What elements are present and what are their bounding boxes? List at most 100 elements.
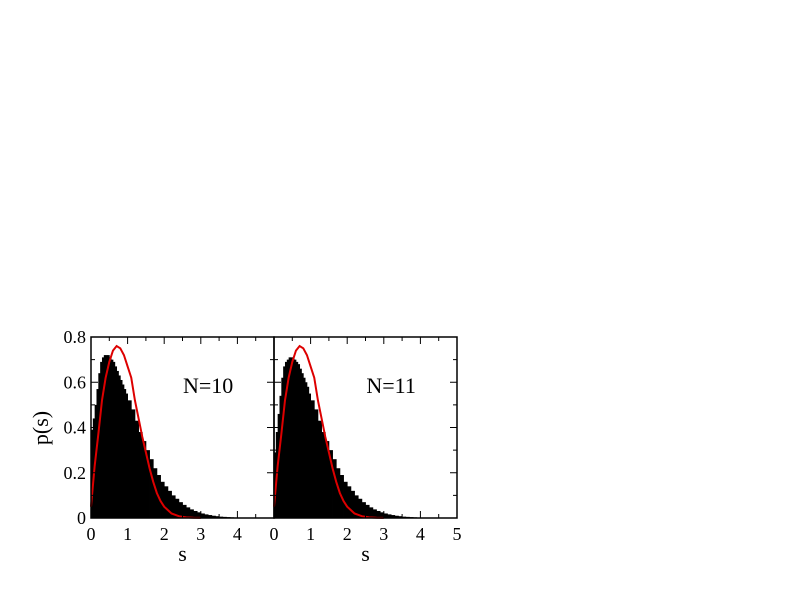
x-tick-label: 2 xyxy=(343,524,352,544)
histogram-bar xyxy=(310,400,315,518)
histogram-bar xyxy=(145,450,150,519)
histogram-bar xyxy=(283,366,286,518)
histogram-bar xyxy=(387,514,392,518)
histogram-bar xyxy=(350,490,355,518)
panel-annotation: N=11 xyxy=(366,373,415,398)
histogram-bar xyxy=(167,490,172,518)
histogram-bar xyxy=(325,441,330,518)
histogram-bar xyxy=(197,512,202,518)
histogram-bar xyxy=(391,515,396,518)
histogram-bar xyxy=(299,368,302,518)
histogram-bar xyxy=(284,361,288,518)
x-tick-label: 0 xyxy=(87,524,96,544)
histogram-bar xyxy=(111,359,114,519)
histogram-bar xyxy=(100,361,103,518)
x-tick-label: 2 xyxy=(160,524,169,544)
histogram-bar xyxy=(101,357,105,518)
histogram-bar xyxy=(372,509,377,518)
histogram-bar xyxy=(328,450,333,519)
histogram-bar xyxy=(105,355,108,518)
histogram-bar xyxy=(288,357,291,518)
histogram-bar xyxy=(380,512,385,518)
histogram-bar xyxy=(98,373,101,518)
panel-right: 0 1 2 3 4 5 s N=11 xyxy=(270,336,462,566)
histogram-bar xyxy=(103,355,107,518)
y-axis-label: p(s) xyxy=(28,411,53,445)
histogram-bar xyxy=(383,513,388,518)
histogram-bar xyxy=(303,377,306,518)
histogram-bar xyxy=(134,420,139,518)
y-tick-label: 0.8 xyxy=(64,327,87,347)
histogram-bar xyxy=(292,357,295,518)
histogram-bar xyxy=(112,361,116,518)
histogram-bar xyxy=(164,486,169,518)
histogram-bar xyxy=(178,502,183,518)
histogram-bar xyxy=(306,386,310,518)
histogram-bar xyxy=(200,513,205,518)
histogram-bar xyxy=(153,468,158,518)
x-tick-label: 0 xyxy=(270,524,279,544)
x-tick-label: 1 xyxy=(306,524,315,544)
histogram-bar xyxy=(354,495,359,519)
histogram-bar xyxy=(376,510,381,518)
histogram-bar xyxy=(114,366,118,518)
panel-annotation: N=10 xyxy=(183,373,233,398)
y-tick-label: 0.4 xyxy=(64,418,87,438)
histogram-bar xyxy=(365,504,370,518)
histogram-bar xyxy=(122,384,125,518)
histogram-bar xyxy=(107,355,110,518)
histogram-bar xyxy=(91,429,94,518)
histogram-bar xyxy=(305,382,308,518)
histogram-bar xyxy=(321,432,326,518)
histogram-bar xyxy=(317,420,322,518)
histogram-bar xyxy=(398,516,403,518)
histogram-bar xyxy=(186,507,191,518)
histogram-bar xyxy=(138,432,143,518)
histogram-bar xyxy=(160,481,165,518)
x-axis-label: s xyxy=(178,541,187,566)
x-tick-label: 3 xyxy=(379,524,388,544)
histogram-bar xyxy=(394,515,399,518)
histogram-bar xyxy=(123,389,127,518)
histogram-bar xyxy=(277,413,280,518)
x-tick-label: 3 xyxy=(196,524,205,544)
y-tick-label: 0.2 xyxy=(64,463,87,483)
fit-curve-line xyxy=(273,344,384,519)
histogram-bar xyxy=(308,393,311,518)
histogram-bar xyxy=(336,468,341,518)
histogram-bar xyxy=(118,375,121,518)
histogram-bar xyxy=(175,498,180,518)
plot-layer: 0 1 2 3 4 s N=10 0 0.2 0.4 0.6 0.8 0 1 2 3 4 5 s N=11 xyxy=(64,327,462,566)
histogram-bar xyxy=(215,516,220,518)
histogram-bar xyxy=(189,509,194,518)
histogram-bar xyxy=(294,359,297,519)
x-tick-label: 4 xyxy=(233,524,242,544)
histogram-bar xyxy=(171,495,176,519)
histogram-bar xyxy=(358,498,363,518)
histogram-bar xyxy=(295,361,299,518)
histogram-bar xyxy=(204,514,209,518)
histogram-bar xyxy=(116,370,119,518)
histogram-bar xyxy=(332,459,337,518)
histogram-bar xyxy=(193,510,198,518)
histogram-bar xyxy=(109,357,112,518)
x-tick-label: 4 xyxy=(416,524,425,544)
x-tick-label: 1 xyxy=(123,524,132,544)
histogram-bar xyxy=(301,373,304,518)
histogram-bar xyxy=(290,357,293,518)
y-tick-label: 0 xyxy=(77,508,86,528)
histogram-bar xyxy=(142,441,147,518)
histogram-bar xyxy=(314,409,319,518)
histogram-bar xyxy=(281,377,284,518)
histogram-bar xyxy=(131,409,136,518)
y-tick-label: 0.6 xyxy=(64,372,87,392)
histogram-bar xyxy=(120,379,123,518)
histogram-bar xyxy=(369,507,374,518)
histogram-bar xyxy=(211,515,216,518)
histogram-bar xyxy=(125,393,128,518)
fit-curve-line xyxy=(90,344,201,519)
histogram-bar xyxy=(279,395,282,518)
histogram-bar xyxy=(347,486,352,518)
histogram-bar xyxy=(182,504,187,518)
